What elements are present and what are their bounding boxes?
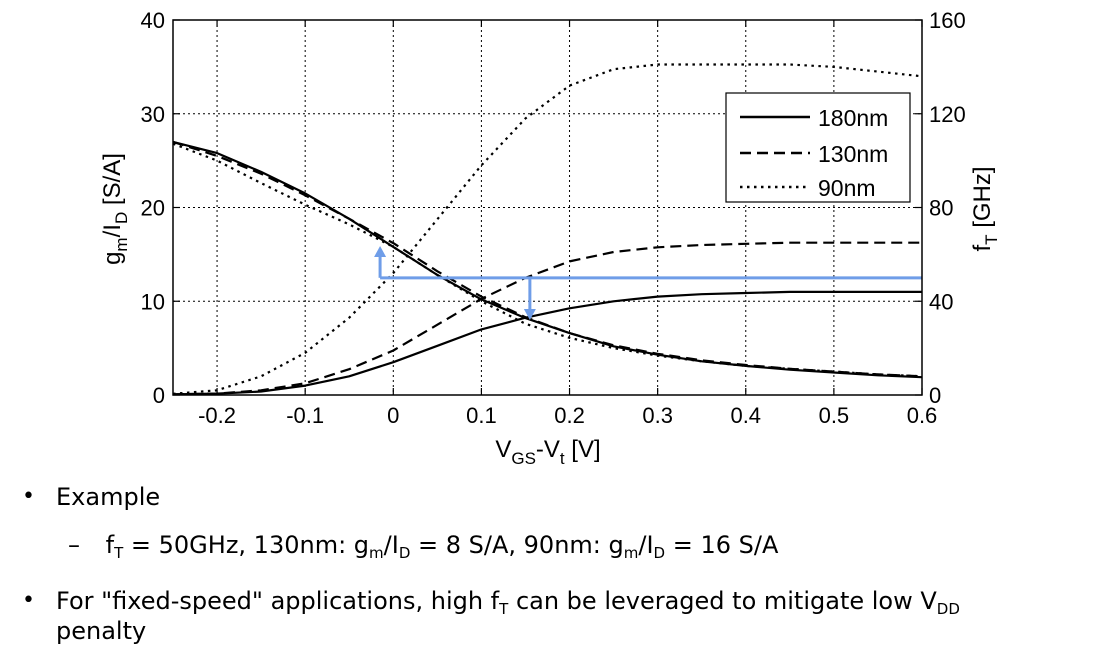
bullet-text: Example xyxy=(56,483,161,511)
y-right-tick-labels: 0 40 80 120 160 xyxy=(929,8,966,408)
bullet-marker: • xyxy=(22,588,35,613)
x-tick-labels: -0.2 -0.1 0 0.1 0.2 0.3 0.4 0.5 0.6 xyxy=(198,403,937,428)
y-left-tick-labels: 0 10 20 30 40 xyxy=(141,8,165,408)
x-tick-label: 0.1 xyxy=(466,403,497,428)
x-tick-label: 0 xyxy=(387,403,399,428)
legend-label-130nm: 130nm xyxy=(818,141,888,167)
annotation-arrow-head xyxy=(523,309,536,320)
chart: -0.2 -0.1 0 0.1 0.2 0.3 0.4 0.5 0.6 0 10 20 30 40 0 4… xyxy=(99,8,1001,468)
sub-bullet-text: fT = 50GHz, 130nm: gm/ID = 8 S/A, 90nm: … xyxy=(105,531,779,562)
x-tick-label: 0.2 xyxy=(554,403,585,428)
series-group xyxy=(172,63,923,396)
tick-marks xyxy=(173,19,923,396)
annotation-arrow-head xyxy=(374,245,387,257)
x-tick-label: 0.4 xyxy=(730,403,761,428)
x-tick-label: -0.1 xyxy=(286,403,324,428)
series-line-180nm-ft xyxy=(172,290,922,396)
bullet-text: For "fixed-speed" applications, high fT … xyxy=(56,587,960,618)
y-left-tick-label: 20 xyxy=(141,196,165,221)
y-right-tick-label: 40 xyxy=(929,289,953,314)
x-tick-label: 0.5 xyxy=(819,403,850,428)
x-axis-label: VGS-Vt [V] xyxy=(495,436,600,468)
y-left-tick-label: 40 xyxy=(141,8,165,33)
chart-svg: -0.2 -0.1 0 0.1 0.2 0.3 0.4 0.5 0.6 0 10 20 30 40 0 4… xyxy=(99,8,1001,468)
grid xyxy=(173,19,923,396)
y-right-tick-label: 160 xyxy=(929,8,966,33)
y-right-tick-label: 80 xyxy=(929,196,953,221)
y-left-tick-label: 30 xyxy=(141,102,165,127)
legend: 180nm 130nm 90nm xyxy=(725,92,911,203)
legend-label-90nm: 90nm xyxy=(818,175,876,201)
legend-label-180nm: 180nm xyxy=(818,105,888,131)
annotation-group xyxy=(374,245,922,320)
x-tick-label: 0.3 xyxy=(642,403,673,428)
y-right-axis-label: fT [GHz] xyxy=(969,166,1001,251)
y-right-tick-label: 0 xyxy=(929,383,941,408)
series-line-90nm-ft xyxy=(172,63,923,395)
sub-bullet-item: – fT = 50GHz, 130nm: gm/ID = 8 S/A, 90nm… xyxy=(68,530,779,562)
bullet-marker: • xyxy=(22,484,35,509)
sub-bullet-marker: – xyxy=(68,531,80,559)
y-left-axis-label: gm/ID [S/A] xyxy=(99,153,131,265)
x-tick-label: 0.6 xyxy=(907,403,938,428)
series-line-90nm-gm-id xyxy=(172,142,923,378)
y-left-tick-label: 0 xyxy=(153,383,165,408)
x-tick-label: -0.2 xyxy=(198,403,236,428)
y-right-tick-label: 120 xyxy=(929,102,966,127)
series-line-130nm-ft xyxy=(172,241,922,396)
y-left-tick-label: 10 xyxy=(141,289,165,314)
bullet-text-line2: penalty xyxy=(56,617,147,645)
legend-box xyxy=(725,92,911,203)
